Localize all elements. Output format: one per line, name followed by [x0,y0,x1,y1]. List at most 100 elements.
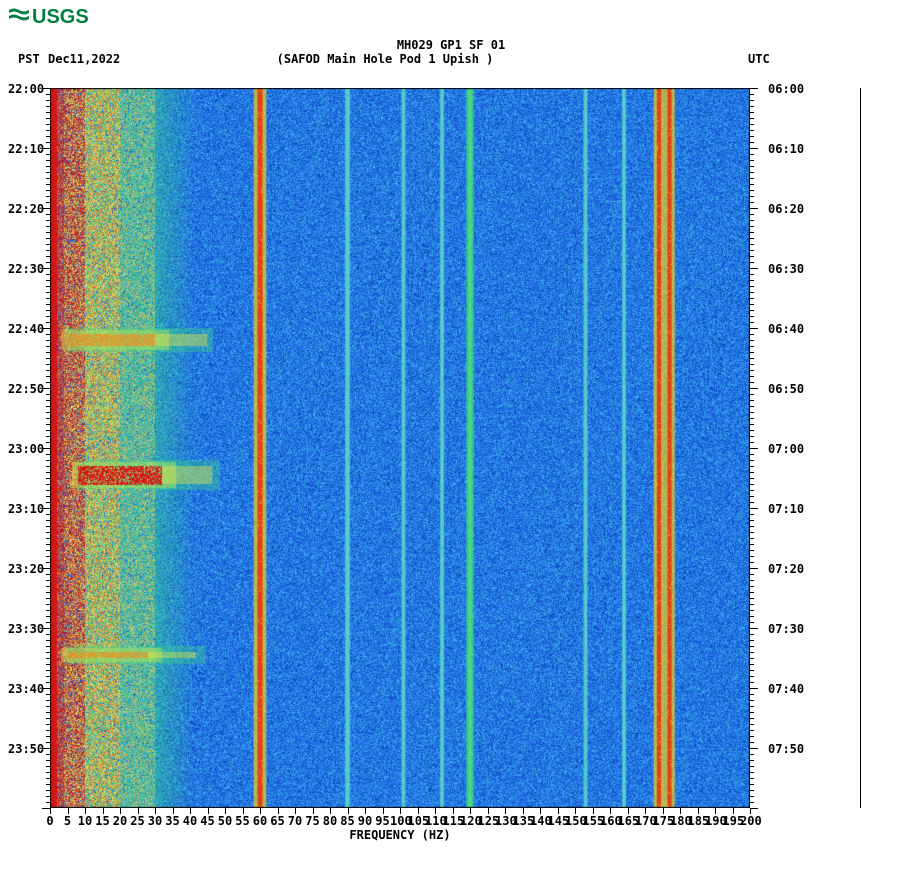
y-right-tickmark [750,514,754,515]
y-left-tickmark [46,304,50,305]
y-right-tickmark [750,298,754,299]
y-left-tickmark [46,640,50,641]
y-left-tickmark [46,622,50,623]
y-left-tickmark [46,232,50,233]
y-left-tickmark [46,202,50,203]
y-left-tickmark [42,748,50,749]
y-left-tickmark [46,442,50,443]
y-right-tickmark [750,676,754,677]
y-right-tickmark [750,556,754,557]
y-left-tickmark [46,610,50,611]
y-right-tickmark [750,790,754,791]
right-axis-rule [860,88,861,808]
y-left-tick: 22:20 [8,202,44,216]
y-right-tickmark [750,274,754,275]
y-left-tickmark [46,436,50,437]
y-left-tickmark [46,94,50,95]
y-left-tickmark [42,388,50,389]
y-right-tickmark [750,136,754,137]
y-right-tickmark [750,88,758,89]
y-left-tickmark [46,550,50,551]
y-left-tickmark [46,190,50,191]
y-left-tickmark [46,784,50,785]
y-right-tickmark [750,160,754,161]
y-left-tickmark [46,472,50,473]
y-right-tickmark [750,232,754,233]
y-left-tickmark [46,322,50,323]
y-left-tickmark [46,100,50,101]
y-right-tickmark [750,184,754,185]
y-right-tickmark [750,154,754,155]
y-right-tickmark [750,436,754,437]
y-left-tickmark [46,364,50,365]
y-left-tickmark [46,586,50,587]
y-left-tickmark [46,664,50,665]
y-left-tickmark [46,502,50,503]
chart-title-1: MH029 GP1 SF 01 [0,38,902,52]
y-right-tickmark [750,472,754,473]
y-left-tickmark [46,298,50,299]
y-left-tickmark [46,766,50,767]
svg-text:USGS: USGS [32,6,88,28]
y-right-tickmark [750,544,754,545]
y-left-tickmark [46,670,50,671]
y-left-tickmark [46,286,50,287]
y-left-tickmark [46,406,50,407]
y-right-tickmark [750,538,754,539]
y-left-tickmark [46,538,50,539]
y-right-tickmark [750,352,754,353]
y-left-tickmark [46,712,50,713]
y-right-tickmark [750,442,754,443]
y-right-tickmark [750,496,754,497]
y-right-tickmark [750,280,754,281]
y-right-tickmark [750,520,754,521]
y-left-tickmark [46,730,50,731]
y-right-tickmark [750,316,754,317]
y-right-tick: 07:30 [768,622,804,636]
y-right-tickmark [750,808,758,809]
y-left-tick: 22:40 [8,322,44,336]
y-right-tickmark [750,532,754,533]
y-right-tick: 06:30 [768,262,804,276]
y-left-tickmark [46,346,50,347]
y-right-tickmark [750,370,754,371]
y-right-tickmark [750,694,754,695]
y-right-tickmark [750,682,754,683]
y-left-tickmark [46,256,50,257]
y-right-tickmark [750,742,754,743]
y-right-tick: 06:50 [768,382,804,396]
x-axis-label: FREQUENCY (HZ) [0,828,800,842]
y-left-tickmark [46,106,50,107]
y-right-tickmark [750,490,754,491]
y-right-tickmark [750,142,754,143]
y-left-tickmark [46,478,50,479]
y-left-tickmark [46,172,50,173]
y-left-tickmark [46,142,50,143]
y-right-tickmark [750,484,754,485]
y-left-tickmark [46,694,50,695]
usgs-logo: USGS [8,4,88,30]
y-right-tickmark [750,502,754,503]
y-right-tickmark [750,688,758,689]
y-left-tickmark [46,250,50,251]
y-right-tick: 07:20 [768,562,804,576]
y-left-tickmark [46,370,50,371]
y-right-tickmark [750,580,754,581]
y-right-tickmark [750,562,754,563]
y-right-tickmark [750,238,754,239]
y-right-tickmark [750,604,754,605]
y-left-tick: 22:50 [8,382,44,396]
y-left-tickmark [42,328,50,329]
y-left-tick: 23:30 [8,622,44,636]
y-left-tickmark [42,208,50,209]
y-left-tick: 22:00 [8,82,44,96]
y-left-tickmark [46,238,50,239]
y-right-tick: 06:40 [768,322,804,336]
y-left-tickmark [46,112,50,113]
y-right-tickmark [750,286,754,287]
y-left-tickmark [46,262,50,263]
y-right-tickmark [750,376,754,377]
y-right-tickmark [750,586,754,587]
y-left-tickmark [46,742,50,743]
y-right-tickmark [750,664,754,665]
